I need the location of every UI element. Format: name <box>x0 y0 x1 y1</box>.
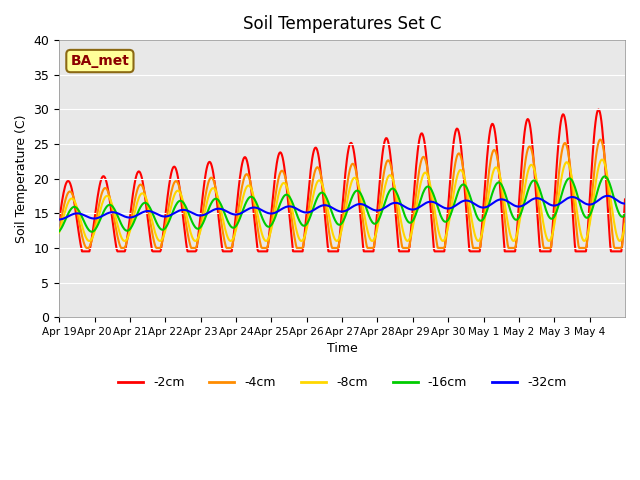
Y-axis label: Soil Temperature (C): Soil Temperature (C) <box>15 114 28 243</box>
Title: Soil Temperatures Set C: Soil Temperatures Set C <box>243 15 442 33</box>
X-axis label: Time: Time <box>326 342 358 356</box>
Text: BA_met: BA_met <box>70 54 129 68</box>
Legend: -2cm, -4cm, -8cm, -16cm, -32cm: -2cm, -4cm, -8cm, -16cm, -32cm <box>113 371 572 394</box>
